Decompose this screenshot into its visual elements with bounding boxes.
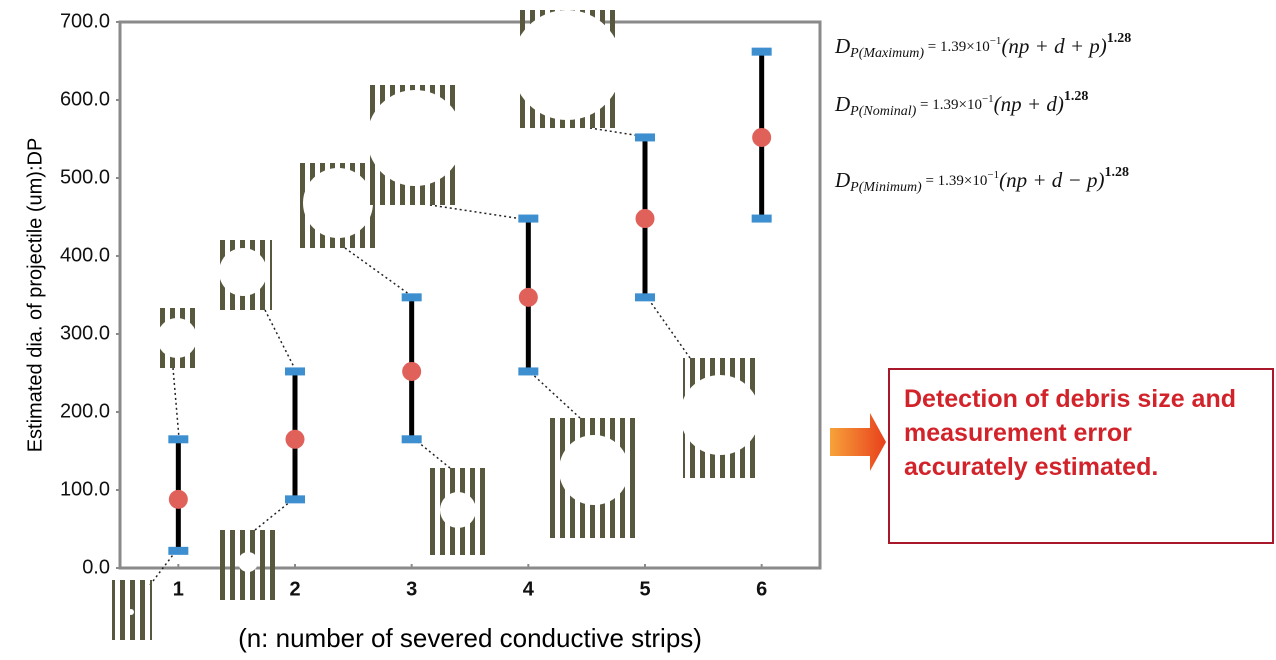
hole (128, 609, 134, 615)
lower-cap (752, 215, 772, 223)
hole (559, 435, 629, 505)
formula-coefficient: = 1.39×10 (924, 39, 990, 55)
formula-coefficient: = 1.39×10 (922, 173, 988, 189)
formula-expression: (np + d) (994, 92, 1064, 116)
hole (219, 248, 267, 296)
upper-cap (635, 133, 655, 141)
lower-cap (518, 367, 538, 375)
hole (680, 375, 760, 455)
nominal-point (636, 209, 655, 228)
y-axis-label: Estimated dia. of projectile (um):DP (24, 138, 46, 453)
connector (265, 310, 296, 371)
formula: DP(Minimum) = 1.39×10−1(np + d − p)1.28 (834, 165, 1129, 195)
connector (529, 371, 580, 418)
hole (512, 10, 622, 120)
annotation: Detection of debris size and measurement… (888, 368, 1274, 544)
y-tick-label: 200.0 (60, 400, 110, 422)
nominal-point (169, 490, 188, 509)
x-tick-label: 6 (756, 578, 767, 600)
chart: Estimated dia. of projectile (um):DP (n:… (0, 0, 1276, 660)
formula-expression: (np + d − p) (999, 168, 1104, 192)
formula-subscript: P(Nominal) (849, 104, 916, 119)
upper-cap (402, 293, 422, 301)
formula-coefficient-exponent: −1 (987, 169, 999, 181)
nominal-point (402, 362, 421, 381)
connector (647, 297, 690, 358)
formula-subscript: P(Minimum) (849, 180, 922, 195)
connector (173, 368, 179, 438)
x-tick-label: 5 (639, 578, 650, 600)
connector (430, 205, 529, 220)
lower-cap (168, 547, 188, 555)
y-tick-label: 100.0 (60, 478, 110, 500)
y-tick-label: 700.0 (60, 10, 110, 32)
formula-symbol: D (834, 34, 850, 58)
formula-expression: (np + d + p) (1001, 34, 1106, 58)
formula-exponent: 1.28 (1107, 31, 1132, 46)
formula-coefficient: = 1.39×10 (916, 97, 982, 113)
formula-coefficient-exponent: −1 (982, 93, 994, 105)
hole (367, 90, 463, 186)
lower-cap (285, 495, 305, 503)
nominal-point (286, 430, 305, 449)
y-tick-label: 0.0 (82, 556, 110, 578)
y-tick-label: 600.0 (60, 88, 110, 110)
strip-icons (112, 10, 760, 640)
nominal-point (519, 288, 538, 307)
formula-symbol: D (834, 168, 850, 192)
formula: DP(Nominal) = 1.39×10−1(np + d)1.28 (834, 89, 1088, 119)
page: Estimated dia. of projectile (um):DP (n:… (0, 0, 1276, 660)
y-tick-label: 500.0 (60, 166, 110, 188)
x-tick-label: 4 (523, 578, 535, 600)
y-tick-label: 300.0 (60, 322, 110, 344)
arrow (830, 413, 886, 471)
connector (345, 248, 413, 297)
lower-cap (402, 435, 422, 443)
x-tick-label: 3 (406, 578, 417, 600)
hole (157, 318, 197, 358)
x-axis-label: (n: number of severed conductive strips) (238, 623, 702, 653)
formula-exponent: 1.28 (1064, 89, 1089, 104)
lower-cap (635, 293, 655, 301)
hole (238, 552, 258, 572)
upper-cap (752, 48, 772, 56)
x-tick-label: 2 (289, 578, 300, 600)
upper-cap (168, 435, 188, 443)
y-tick-label: 400.0 (60, 244, 110, 266)
hole (303, 168, 373, 238)
formula-exponent: 1.28 (1104, 165, 1129, 180)
upper-cap (518, 215, 538, 223)
upper-cap (285, 367, 305, 375)
formula-coefficient-exponent: −1 (990, 35, 1002, 47)
formula: DP(Maximum) = 1.39×10−1(np + d + p)1.28 (834, 31, 1131, 61)
nominal-point (752, 128, 771, 147)
x-tick-label: 1 (173, 578, 184, 600)
formula-symbol: D (834, 92, 850, 116)
formula-subscript: P(Maximum) (849, 46, 924, 61)
hole (440, 492, 476, 528)
